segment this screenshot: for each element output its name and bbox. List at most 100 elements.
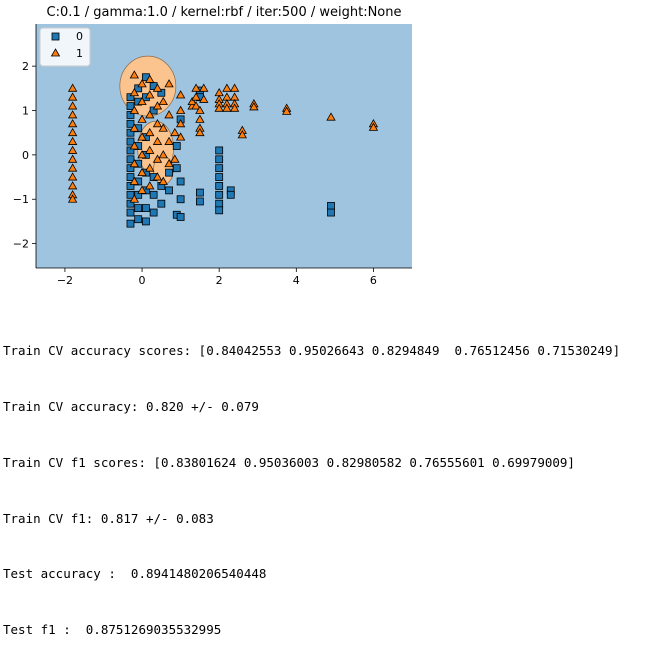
point-class-1 (137, 185, 147, 194)
point-class-1 (175, 119, 186, 128)
point-class-1 (195, 114, 205, 123)
point-class-0 (176, 195, 185, 204)
point-class-1 (249, 102, 259, 111)
point-class-0 (134, 190, 143, 199)
point-class-1 (129, 87, 140, 97)
point-class-0 (172, 142, 181, 150)
point-class-0 (126, 173, 135, 181)
point-class-1 (145, 145, 155, 154)
y-axis: −2 −1 0 1 2 (13, 24, 37, 268)
point-class-0 (327, 201, 335, 210)
point-class-1 (137, 114, 147, 123)
point-class-1 (175, 132, 186, 141)
point-class-0 (126, 208, 135, 217)
point-class-1 (281, 106, 292, 115)
point-class-1 (67, 92, 78, 101)
point-class-0 (134, 215, 143, 224)
decision-region-plot: C:0.1 / gamma:1.0 / kernel:rbf / iter:50… (13, 5, 412, 287)
point-class-1 (67, 101, 78, 110)
point-class-0 (215, 155, 224, 164)
point-class-1 (152, 154, 163, 163)
point-class-0 (142, 204, 150, 213)
point-class-0 (126, 137, 135, 146)
point-class-0 (126, 146, 135, 155)
point-class-1 (145, 90, 155, 99)
point-class-1 (67, 181, 78, 190)
point-class-0 (215, 182, 224, 190)
series-0-points (126, 73, 335, 228)
point-class-1 (158, 123, 168, 132)
point-class-0 (215, 173, 224, 181)
point-class-0 (126, 190, 135, 199)
y-tick-label: −1 (13, 193, 29, 206)
x-tick-label: 2 (216, 274, 223, 287)
point-class-0 (142, 217, 150, 226)
point-class-1 (67, 127, 78, 137)
point-class-1 (368, 122, 379, 131)
point-class-0 (126, 111, 135, 119)
point-class-1 (129, 176, 140, 185)
y-tick-label: 2 (22, 60, 29, 73)
point-class-1 (237, 130, 248, 139)
point-class-1 (229, 83, 240, 92)
x-tick-label: 0 (139, 274, 146, 287)
point-class-0 (157, 88, 166, 97)
point-class-1 (137, 132, 147, 141)
point-class-1 (222, 103, 232, 112)
point-class-1 (164, 136, 174, 145)
point-class-0 (126, 155, 135, 164)
point-class-0 (126, 119, 135, 128)
point-class-1 (67, 145, 78, 154)
point-class-1 (145, 163, 155, 172)
point-class-1 (175, 105, 186, 114)
point-class-0 (126, 164, 135, 173)
point-class-1 (222, 83, 232, 92)
point-class-0 (172, 164, 181, 173)
output-line-cv-f1: Train CV f1: 0.817 +/- 0.083 (3, 510, 214, 526)
point-class-1 (67, 154, 78, 163)
point-class-1 (67, 194, 78, 203)
legend-square-icon (51, 32, 60, 41)
point-class-0 (149, 208, 158, 217)
point-class-1 (195, 127, 205, 137)
point-class-0 (126, 128, 135, 137)
point-class-1 (158, 96, 168, 106)
point-class-1 (152, 101, 163, 110)
point-class-1 (129, 105, 140, 114)
point-class-0 (126, 199, 135, 208)
point-class-0 (176, 177, 185, 186)
point-class-1 (67, 119, 78, 128)
series-1-points (67, 70, 379, 203)
point-class-1 (199, 94, 209, 103)
y-tick-label: −2 (13, 238, 29, 251)
point-class-1 (164, 158, 174, 168)
plot-background (36, 24, 412, 268)
point-class-1 (170, 127, 180, 137)
x-tick-label: 4 (293, 274, 300, 287)
point-class-1 (145, 181, 155, 190)
x-axis: −2 0 2 4 6 (36, 267, 412, 287)
point-class-1 (229, 103, 240, 112)
point-class-1 (129, 158, 140, 168)
point-class-1 (191, 83, 201, 92)
point-class-0 (126, 182, 135, 190)
point-class-0 (176, 213, 185, 221)
console-output: Train CV accuracy scores: [0.84042553 0.… (3, 305, 620, 658)
y-tick-label: 0 (22, 149, 29, 162)
point-class-1 (137, 150, 147, 159)
output-line-cv-accuracy-scores: Train CV accuracy scores: [0.84042553 0.… (3, 343, 621, 359)
y-tick-label: 1 (22, 105, 29, 118)
legend: 0 1 (39, 27, 91, 67)
point-class-0 (195, 197, 204, 206)
point-class-1 (326, 112, 336, 121)
output-line-test-f1: Test f1 : 0.8751269035532995 (3, 622, 222, 638)
point-class-1 (67, 110, 78, 119)
point-class-0 (215, 206, 224, 215)
chart-title: C:0.1 / gamma:1.0 / kernel:rbf / iter:50… (47, 5, 402, 20)
point-class-1 (67, 136, 78, 145)
point-class-0 (165, 186, 173, 195)
point-class-1 (195, 105, 205, 114)
point-class-1 (187, 96, 197, 106)
point-class-0 (215, 146, 224, 155)
point-class-1 (129, 123, 140, 132)
